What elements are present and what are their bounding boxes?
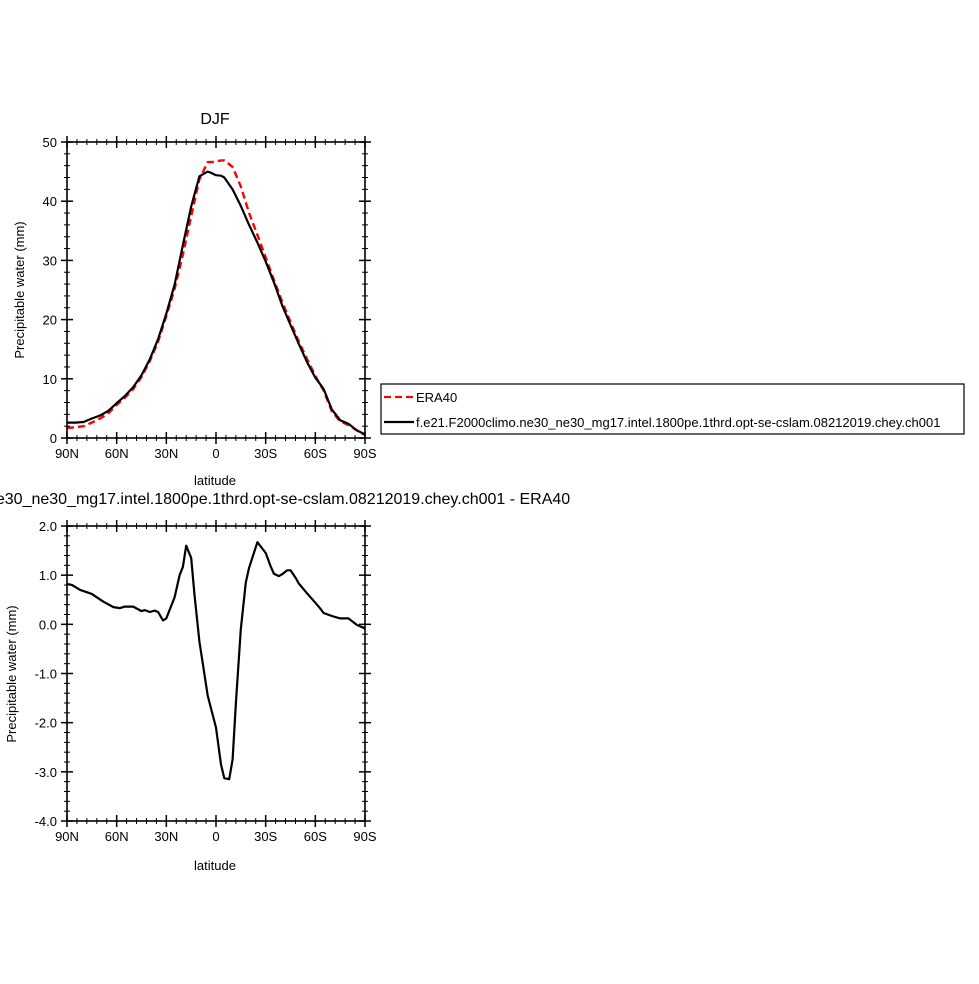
legend: ERA40 f.e21.F2000climo.ne30_ne30_mg17.in… [380, 383, 965, 435]
y-tick-label: -3.0 [35, 765, 57, 780]
y-tick-label: 1.0 [39, 568, 57, 583]
x-tick-label: 30S [254, 446, 277, 461]
x-tick-label: 30N [154, 446, 178, 461]
x-tick-label: 90N [55, 829, 79, 844]
legend-label-era40: ERA40 [416, 390, 457, 405]
x-tick-label: 90S [353, 446, 376, 461]
series-line-0-1 [67, 170, 366, 436]
x-tick-label: 90S [353, 829, 376, 844]
x-tick-label: 60N [105, 829, 129, 844]
x-tick-label: 60N [105, 446, 129, 461]
x-tick-label: 60S [304, 829, 327, 844]
difference-ylabel: Precipitable water (mm) [4, 605, 19, 742]
difference-title: f.e21.F2000climo.ne30_ne30_mg17.intel.18… [0, 491, 570, 508]
djf-ylabel: Precipitable water (mm) [12, 221, 27, 358]
legend-label-model: f.e21.F2000climo.ne30_ne30_mg17.intel.18… [416, 415, 940, 430]
difference-panel: f.e21.F2000climo.ne30_ne30_mg17.intel.18… [0, 491, 570, 873]
x-tick-label: 30S [254, 829, 277, 844]
difference-xlabel: latitude [194, 858, 236, 873]
x-tick-label: 0 [212, 829, 219, 844]
y-tick-label: 20 [43, 313, 57, 328]
plot-frame [66, 525, 366, 822]
y-tick-label: 0.0 [39, 617, 57, 632]
y-tick-label: 10 [43, 372, 57, 387]
y-tick-label: 40 [43, 194, 57, 209]
series-line-0-0 [66, 159, 366, 437]
djf-title: DJF [200, 111, 230, 128]
y-tick-label: -2.0 [35, 716, 57, 731]
y-tick-label: 50 [43, 135, 57, 150]
y-tick-label: 2.0 [39, 519, 57, 534]
djf-panel: DJF 90N 60N 30N 0 30S 60S 90S 0 10 20 30 40 50 latit… [12, 111, 377, 488]
x-tick-label: 60S [304, 446, 327, 461]
x-tick-label: 90N [55, 446, 79, 461]
y-tick-label: -1.0 [35, 667, 57, 682]
series-line-1-0 [66, 541, 366, 781]
djf-xlabel: latitude [194, 473, 236, 488]
y-tick-label: 0 [50, 431, 57, 446]
x-tick-label: 0 [212, 446, 219, 461]
y-tick-label: -4.0 [35, 814, 57, 829]
plot-frame [66, 141, 366, 439]
legend-box [380, 383, 965, 435]
x-tick-label: 30N [154, 829, 178, 844]
y-tick-label: 30 [43, 253, 57, 268]
